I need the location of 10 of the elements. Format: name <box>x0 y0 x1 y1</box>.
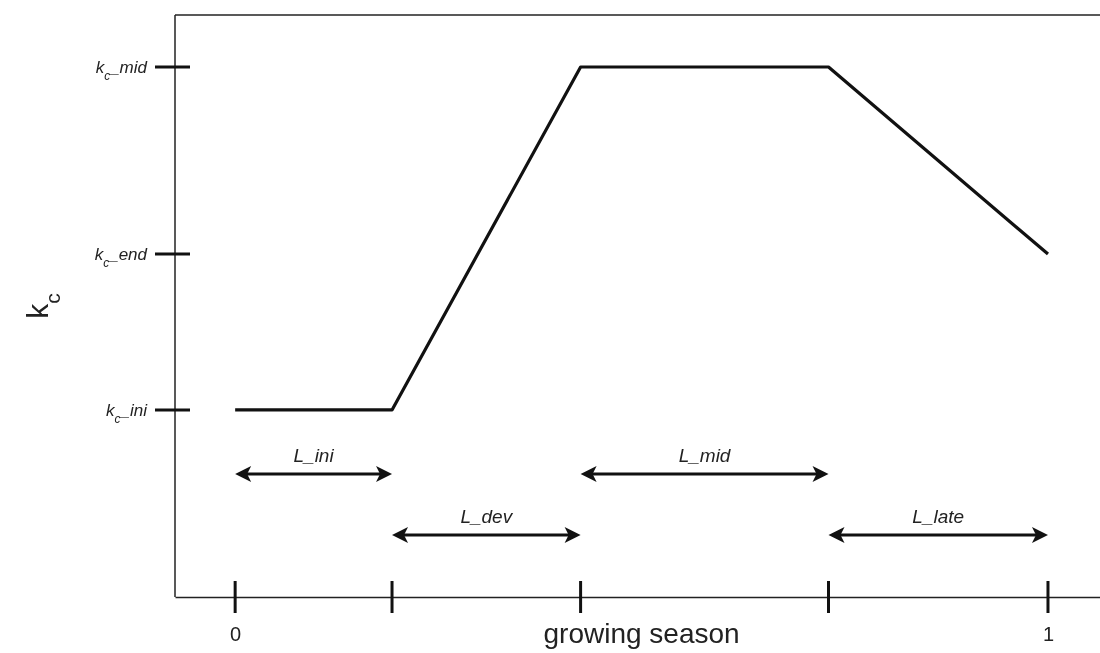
annotation: L_ini <box>293 445 335 466</box>
x-tick-label: 0 <box>230 623 242 646</box>
annotation: L_dev <box>460 506 514 527</box>
text: k$_{c}$_mid <box>95 57 148 83</box>
x-tick-label: 1 <box>1042 623 1055 646</box>
annotation: L_mid <box>678 445 732 466</box>
text: k$_{c}$_ini <box>106 400 149 426</box>
annotation: L_late <box>912 506 965 527</box>
text: k$_{c}$_end <box>94 245 148 271</box>
x-axis-title: growing season <box>543 618 740 649</box>
